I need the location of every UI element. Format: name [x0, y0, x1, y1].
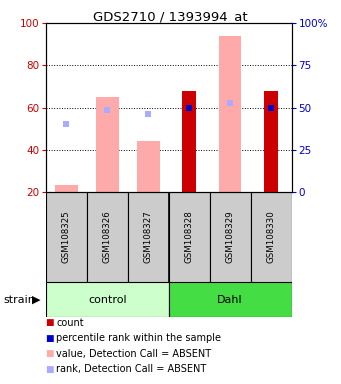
Text: percentile rank within the sample: percentile rank within the sample	[56, 333, 221, 343]
Bar	[182, 91, 196, 192]
Text: GSM108326: GSM108326	[103, 211, 112, 263]
Bar	[46, 282, 169, 317]
Text: control: control	[88, 295, 127, 305]
Bar	[46, 192, 87, 282]
Bar	[96, 97, 119, 192]
Text: GSM108327: GSM108327	[144, 211, 153, 263]
Bar	[55, 185, 78, 192]
Bar	[87, 192, 128, 282]
Text: GSM108329: GSM108329	[226, 211, 235, 263]
Bar	[169, 192, 210, 282]
Text: GSM108325: GSM108325	[62, 211, 71, 263]
Text: value, Detection Call = ABSENT: value, Detection Call = ABSENT	[56, 349, 211, 359]
Text: strain: strain	[3, 295, 35, 305]
Text: rank, Detection Call = ABSENT: rank, Detection Call = ABSENT	[56, 364, 207, 374]
Text: GSM108330: GSM108330	[267, 211, 276, 263]
Bar	[169, 282, 292, 317]
Text: ■: ■	[45, 334, 54, 343]
Text: Dahl: Dahl	[217, 295, 243, 305]
Bar	[264, 91, 278, 192]
Bar	[128, 192, 169, 282]
Text: ■: ■	[45, 318, 54, 328]
Text: ■: ■	[45, 364, 54, 374]
Bar	[137, 141, 160, 192]
Text: ■: ■	[45, 349, 54, 358]
Bar	[251, 192, 292, 282]
Text: GDS2710 / 1393994_at: GDS2710 / 1393994_at	[93, 10, 248, 23]
Text: ▶: ▶	[32, 295, 41, 305]
Bar	[210, 192, 251, 282]
Bar	[219, 36, 241, 192]
Text: GSM108328: GSM108328	[185, 211, 194, 263]
Text: count: count	[56, 318, 84, 328]
